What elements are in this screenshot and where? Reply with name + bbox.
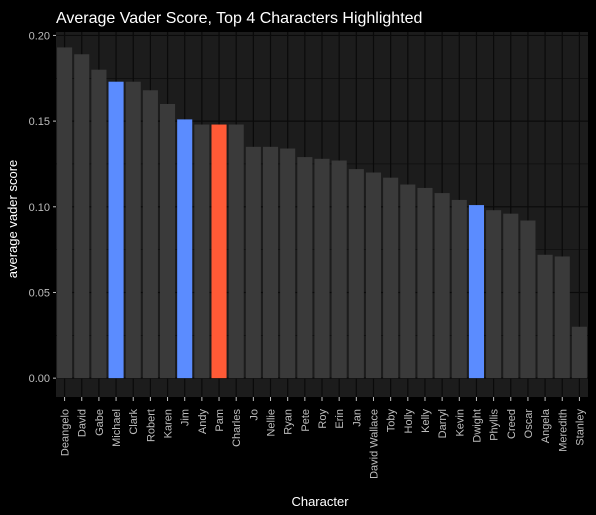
bar-angela [537, 254, 553, 379]
x-tick-label: David Wallace [368, 409, 380, 479]
bar-pete [297, 157, 313, 379]
x-tick-label: Nellie [266, 409, 278, 437]
bar-robert [142, 90, 158, 379]
bar-karen [159, 103, 176, 379]
x-tick-label: Darryl [437, 409, 449, 438]
x-tick-label: Charles [231, 409, 243, 447]
x-tick-label: Meredith [557, 409, 569, 452]
y-axis: 0.00 0.05 0.10 0.15 0.20 [29, 30, 56, 385]
bar-michael [108, 81, 124, 379]
bars [57, 47, 587, 379]
x-tick-label: Dwight [471, 409, 483, 443]
y-tick-label: 0.05 [29, 287, 50, 299]
x-tick-label: Jim [180, 409, 192, 426]
bar-creed [503, 213, 519, 379]
bar-gabe [91, 69, 107, 379]
x-tick-label: Jan [351, 409, 363, 427]
bar-holly [400, 184, 416, 379]
bar-erin [331, 160, 347, 379]
bar-deangelo [57, 47, 73, 379]
bar-jo [245, 146, 261, 379]
bar-roy [314, 158, 330, 379]
y-tick-label: 0.20 [29, 30, 50, 42]
x-tick-label: Robert [145, 409, 157, 442]
y-axis-title: average vader score [5, 160, 20, 279]
bar-meredith [554, 256, 570, 379]
x-tick-label: Clark [128, 409, 140, 435]
bar-nellie [262, 146, 279, 379]
x-tick-label: Erin [334, 409, 346, 429]
x-tick-label: Deangelo [60, 409, 72, 456]
bar-jim [177, 119, 193, 379]
x-tick-label: Toby [386, 409, 398, 433]
bar-charles [228, 124, 244, 379]
bar-oscar [520, 220, 536, 379]
bar-jan [348, 169, 364, 379]
y-tick-label: 0.10 [29, 202, 50, 214]
x-tick-label: Oscar [523, 409, 535, 439]
bar-phyllis [486, 210, 502, 379]
x-tick-label: Roy [317, 409, 329, 429]
bar-david [74, 54, 90, 379]
bar-stanley [571, 326, 587, 379]
bar-darryl [434, 193, 450, 379]
x-tick-label: Phyllis [489, 409, 501, 441]
bar-clark [125, 81, 141, 379]
x-tick-label: Ryan [283, 409, 295, 435]
bar-pam [211, 124, 227, 379]
x-tick-label: Karen [163, 409, 175, 438]
y-tick-label: 0.00 [29, 373, 50, 385]
y-tick-label: 0.15 [29, 116, 50, 128]
x-tick-label: Pam [214, 409, 226, 432]
x-tick-label: Pete [300, 409, 312, 432]
x-tick-label: Creed [506, 409, 518, 439]
x-tick-label: Gabe [94, 409, 106, 436]
x-tick-label: Angela [540, 408, 552, 443]
chart-title: Average Vader Score, Top 4 Characters Hi… [56, 10, 422, 27]
x-tick-label: Michael [111, 409, 123, 447]
bar-dwight [468, 205, 485, 379]
x-tick-label: Stanley [574, 409, 586, 446]
bar-toby [383, 177, 399, 379]
x-axis-title: Character [291, 494, 349, 509]
bar-kevin [451, 199, 467, 379]
x-tick-label: Kevin [454, 409, 466, 437]
bar-andy [194, 124, 210, 379]
bar-david-wallace [365, 172, 382, 379]
x-tick-label: Andy [197, 409, 209, 435]
x-tick-label: Kelly [420, 409, 432, 433]
bar-kelly [417, 187, 433, 379]
x-axis: Deangelo David Gabe Michael Clark Robert Karen… [60, 397, 586, 479]
x-tick-label: Jo [248, 409, 260, 421]
x-tick-label: Holly [403, 409, 415, 434]
x-tick-label: David [77, 409, 89, 437]
bar-ryan [280, 148, 296, 379]
